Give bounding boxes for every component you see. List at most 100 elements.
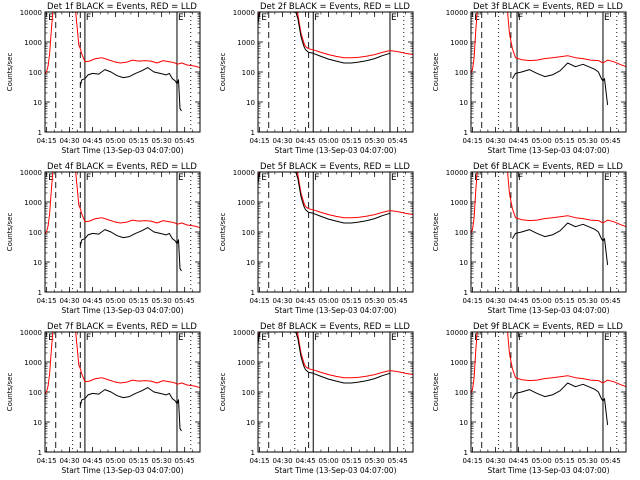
series-group [258,332,413,384]
x-tick-label: 05:30 [152,137,172,145]
y-tick-label: 10000 [20,329,42,337]
chart-title: Det 4f BLACK = Events, RED = LLD [47,162,197,172]
plot-frame [470,171,627,293]
x-axis-label: Start Time (13-Sep-03 04:07:00) [488,306,610,315]
y-tick-label: 1 [38,449,42,457]
x-tick-label: 05:45 [601,457,621,465]
y-tick-label: 1000 [237,359,255,367]
marker-label: F [86,13,91,23]
x-tick-label: 04:15 [36,457,56,465]
series-group [258,12,413,64]
marker-label: E [604,13,610,23]
x-tick-label: 04:30 [59,457,79,465]
lld-series-line [258,12,413,59]
series-group [258,172,413,224]
x-tick-label: 05:45 [388,297,408,305]
y-axis-label: Counts/sec [6,213,14,252]
y-tick-label: 10 [459,419,468,427]
x-tick-label: 05:45 [175,297,195,305]
chart-title: Det 5f BLACK = Events, RED = LLD [260,162,410,172]
x-tick-label: 04:15 [249,297,269,305]
y-tick-label: 1000 [450,39,468,47]
x-tick-label: 04:30 [272,457,292,465]
y-axis-label: Counts/sec [432,213,440,252]
y-tick-label: 10000 [233,9,255,17]
events-series-line [511,382,609,425]
x-tick-label: 04:15 [36,137,56,145]
x-tick-label: 05:15 [555,297,575,305]
y-tick-label: 10000 [233,329,255,337]
x-axis-label: Start Time (13-Sep-03 04:07:00) [275,466,397,475]
marker-label: E [261,173,267,183]
y-axis-label: Counts/sec [6,53,14,92]
marker-label: E [261,13,267,23]
y-tick-label: 1000 [450,359,468,367]
y-tick-label: 1000 [237,39,255,47]
x-tick-label: 04:15 [249,457,269,465]
x-tick-label: 05:15 [555,457,575,465]
y-axis-label: Counts/sec [432,373,440,412]
marker-label: E [48,173,54,183]
lld-series-line [471,172,626,234]
y-tick-label: 100 [29,389,42,397]
plot-frame [44,11,201,133]
plot-frame [470,11,627,133]
x-tick-label: 05:45 [175,457,195,465]
x-tick-label: 05:45 [388,457,408,465]
marker-label: E [391,173,397,183]
y-tick-label: 100 [29,229,42,237]
x-tick-label: 05:30 [365,137,385,145]
y-tick-label: 1 [251,129,255,137]
y-tick-label: 10 [459,99,468,107]
marker-label: F [518,173,523,183]
x-tick-label: 04:15 [36,297,56,305]
lld-series-line [45,172,200,234]
chart-panel-9: Det 9f BLACK = Events, RED = LLD Counts/s… [432,322,627,475]
y-tick-label: 100 [455,229,468,237]
x-tick-label: 05:45 [601,137,621,145]
chart-panel-4: Det 4f BLACK = Events, RED = LLD Counts/s… [6,162,201,315]
lld-series-line [45,332,200,394]
y-tick-label: 1 [251,289,255,297]
y-tick-label: 10 [33,419,42,427]
y-tick-label: 10000 [446,9,468,17]
y-tick-label: 1 [38,289,42,297]
marker-label: F [86,333,91,343]
events-series-line [258,12,391,64]
x-tick-label: 04:30 [59,137,79,145]
events-series-line [258,332,391,384]
x-tick-label: 05:45 [175,137,195,145]
marker-label: E [178,13,184,23]
marker-label: E [261,333,267,343]
x-tick-label: 04:15 [462,297,482,305]
chart-panel-1: Det 1f BLACK = Events, RED = LLD Counts/s… [6,2,201,155]
y-tick-label: 1 [38,129,42,137]
y-tick-label: 100 [242,69,255,77]
x-tick-label: 05:30 [578,297,598,305]
y-tick-label: 1000 [24,39,42,47]
x-tick-label: 05:00 [106,297,126,305]
marker-label: E [48,13,54,23]
x-axis-label: Start Time (13-Sep-03 04:07:00) [488,466,610,475]
y-tick-label: 10 [246,259,255,267]
x-tick-label: 04:30 [485,457,505,465]
plot-frame [44,171,201,293]
marker-label: E [474,333,480,343]
series-group [471,172,626,265]
y-axis-label: Counts/sec [219,373,227,412]
y-tick-label: 100 [29,69,42,77]
lld-series-line [471,12,626,74]
x-tick-label: 04:45 [82,297,102,305]
chart-title: Det 9f BLACK = Events, RED = LLD [473,322,623,332]
series-group [45,332,200,432]
x-tick-label: 04:15 [462,457,482,465]
y-tick-label: 100 [242,229,255,237]
x-tick-label: 05:15 [342,137,362,145]
chart-panel-2: Det 2f BLACK = Events, RED = LLD Counts/s… [219,2,414,155]
chart-title: Det 3f BLACK = Events, RED = LLD [473,2,623,12]
plot-frame [257,11,414,133]
events-series-line [79,387,183,432]
marker-label: F [518,333,523,343]
y-axis-label: Counts/sec [219,53,227,92]
